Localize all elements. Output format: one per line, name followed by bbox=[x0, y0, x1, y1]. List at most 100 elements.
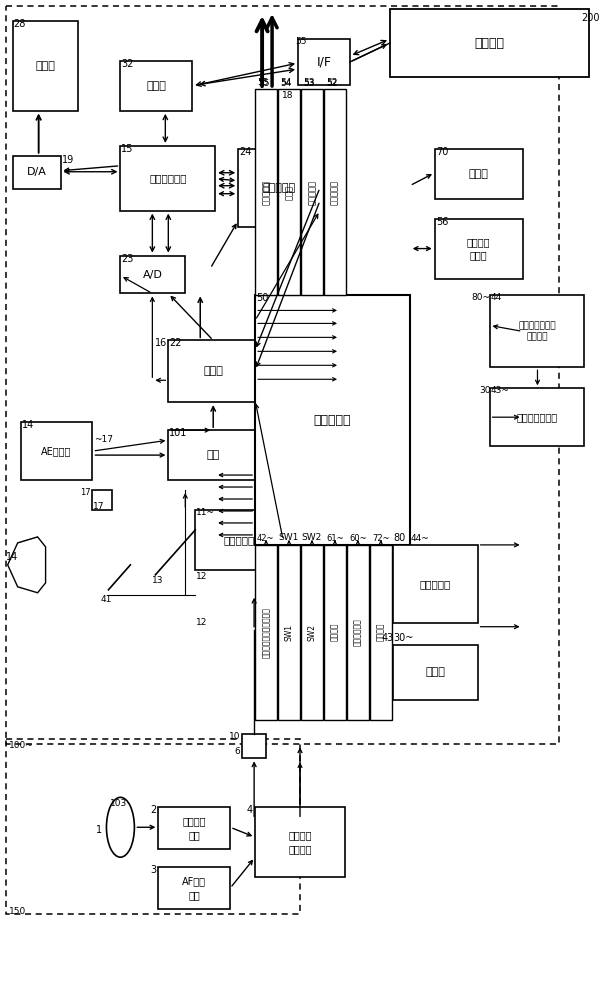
Bar bbox=[298, 39, 350, 85]
Text: 模式改變開關: 模式改變開關 bbox=[354, 618, 362, 646]
Text: 17: 17 bbox=[93, 502, 104, 511]
Text: 系統控制器: 系統控制器 bbox=[314, 414, 351, 427]
Text: 72~: 72~ bbox=[372, 534, 389, 543]
Text: 光圈驅動
電路: 光圈驅動 電路 bbox=[182, 817, 206, 840]
Text: 28: 28 bbox=[14, 19, 26, 29]
Text: 60~: 60~ bbox=[349, 534, 367, 543]
Text: 32: 32 bbox=[122, 59, 134, 69]
Text: 電源部: 電源部 bbox=[426, 667, 445, 677]
Bar bbox=[255, 89, 277, 295]
Bar bbox=[489, 388, 585, 446]
Bar bbox=[489, 295, 585, 367]
Text: 80~: 80~ bbox=[472, 293, 491, 302]
Text: AF驅動
電路: AF驅動 電路 bbox=[182, 877, 206, 900]
Text: 電源開關: 電源開關 bbox=[376, 623, 386, 641]
Text: 14: 14 bbox=[21, 420, 34, 430]
Text: 52: 52 bbox=[326, 78, 337, 87]
Text: 23: 23 bbox=[122, 254, 134, 264]
Text: 55: 55 bbox=[258, 79, 270, 88]
Bar bbox=[158, 867, 230, 909]
Bar bbox=[324, 545, 346, 720]
Text: 記錄介質: 記錄介質 bbox=[475, 37, 505, 50]
Text: SW2: SW2 bbox=[302, 533, 322, 542]
Text: 顯示部: 顯示部 bbox=[35, 61, 55, 71]
Text: 18: 18 bbox=[282, 91, 293, 100]
Text: SW1: SW1 bbox=[284, 624, 293, 641]
Text: 53: 53 bbox=[303, 78, 314, 87]
Text: 2: 2 bbox=[150, 805, 157, 815]
Text: 系統計時器: 系統計時器 bbox=[308, 180, 316, 205]
Bar bbox=[278, 545, 300, 720]
Bar bbox=[393, 645, 478, 700]
Text: 24: 24 bbox=[239, 147, 252, 157]
Bar bbox=[255, 295, 410, 545]
Bar bbox=[393, 545, 478, 623]
Text: 攝像部: 攝像部 bbox=[203, 366, 223, 376]
Bar bbox=[120, 146, 216, 211]
Text: 13: 13 bbox=[152, 576, 164, 585]
Text: 150: 150 bbox=[9, 907, 26, 916]
Text: 操作部: 操作部 bbox=[468, 169, 489, 179]
Bar bbox=[13, 156, 61, 189]
Text: 43: 43 bbox=[381, 633, 394, 643]
Bar bbox=[390, 9, 589, 77]
Bar bbox=[324, 89, 346, 295]
Text: 80: 80 bbox=[394, 533, 406, 543]
Bar bbox=[21, 422, 93, 480]
Text: 30: 30 bbox=[479, 386, 491, 395]
Text: 3: 3 bbox=[150, 865, 157, 875]
Text: 取景器外顯示部: 取景器外顯示部 bbox=[516, 412, 558, 422]
Text: 42~: 42~ bbox=[257, 534, 274, 543]
Text: 圖像處理器: 圖像處理器 bbox=[263, 183, 295, 193]
Bar bbox=[255, 545, 277, 720]
Bar bbox=[120, 61, 192, 111]
Text: 存儲器: 存儲器 bbox=[146, 81, 166, 91]
Text: 44~: 44~ bbox=[411, 534, 430, 543]
Bar bbox=[13, 21, 77, 111]
Bar bbox=[6, 739, 300, 914]
Bar bbox=[242, 734, 266, 758]
Text: 54: 54 bbox=[280, 79, 292, 88]
Bar bbox=[238, 149, 320, 227]
Text: 10: 10 bbox=[228, 732, 240, 741]
Text: 41: 41 bbox=[101, 595, 112, 604]
Text: 200: 200 bbox=[581, 13, 600, 23]
Bar bbox=[301, 545, 323, 720]
Bar bbox=[195, 510, 283, 570]
Text: 非易失性
存儲器: 非易失性 存儲器 bbox=[467, 237, 491, 260]
Text: 103: 103 bbox=[110, 799, 127, 808]
Text: 姿勢檢測部: 姿勢檢測部 bbox=[262, 180, 271, 205]
Bar bbox=[158, 807, 230, 849]
Text: 17: 17 bbox=[80, 488, 90, 497]
Text: ~17: ~17 bbox=[95, 435, 114, 444]
Text: I/F: I/F bbox=[316, 55, 332, 68]
Bar bbox=[168, 340, 258, 402]
Text: 15: 15 bbox=[122, 144, 134, 154]
Text: 鏡頭系統
控制電路: 鏡頭系統 控制電路 bbox=[288, 831, 312, 854]
Text: 14: 14 bbox=[6, 552, 18, 562]
Text: 取景器外顯示部
驅動電路: 取景器外顯示部 驅動電路 bbox=[518, 321, 556, 342]
Text: 56: 56 bbox=[436, 217, 448, 227]
Text: 53: 53 bbox=[303, 79, 314, 88]
Text: SW2: SW2 bbox=[308, 624, 316, 641]
Bar bbox=[347, 545, 369, 720]
Text: D/A: D/A bbox=[26, 167, 47, 177]
Text: 11~: 11~ bbox=[196, 508, 216, 517]
Text: 30~: 30~ bbox=[394, 633, 414, 643]
Text: 52: 52 bbox=[326, 79, 337, 88]
Text: 快門: 快門 bbox=[206, 450, 220, 460]
Text: 焦點檢測部: 焦點檢測部 bbox=[223, 535, 255, 545]
Bar bbox=[278, 89, 300, 295]
Bar bbox=[6, 6, 559, 744]
Text: 通信部: 通信部 bbox=[284, 185, 293, 200]
Text: 70: 70 bbox=[436, 147, 448, 157]
Bar bbox=[370, 545, 392, 720]
Text: 54: 54 bbox=[280, 78, 292, 87]
Text: 19: 19 bbox=[61, 155, 74, 165]
Bar bbox=[301, 89, 323, 295]
Text: 12: 12 bbox=[196, 572, 208, 581]
Text: 43~: 43~ bbox=[491, 386, 510, 395]
Text: 55: 55 bbox=[295, 37, 306, 46]
Text: 101: 101 bbox=[169, 428, 188, 438]
Text: 6: 6 bbox=[235, 747, 240, 756]
